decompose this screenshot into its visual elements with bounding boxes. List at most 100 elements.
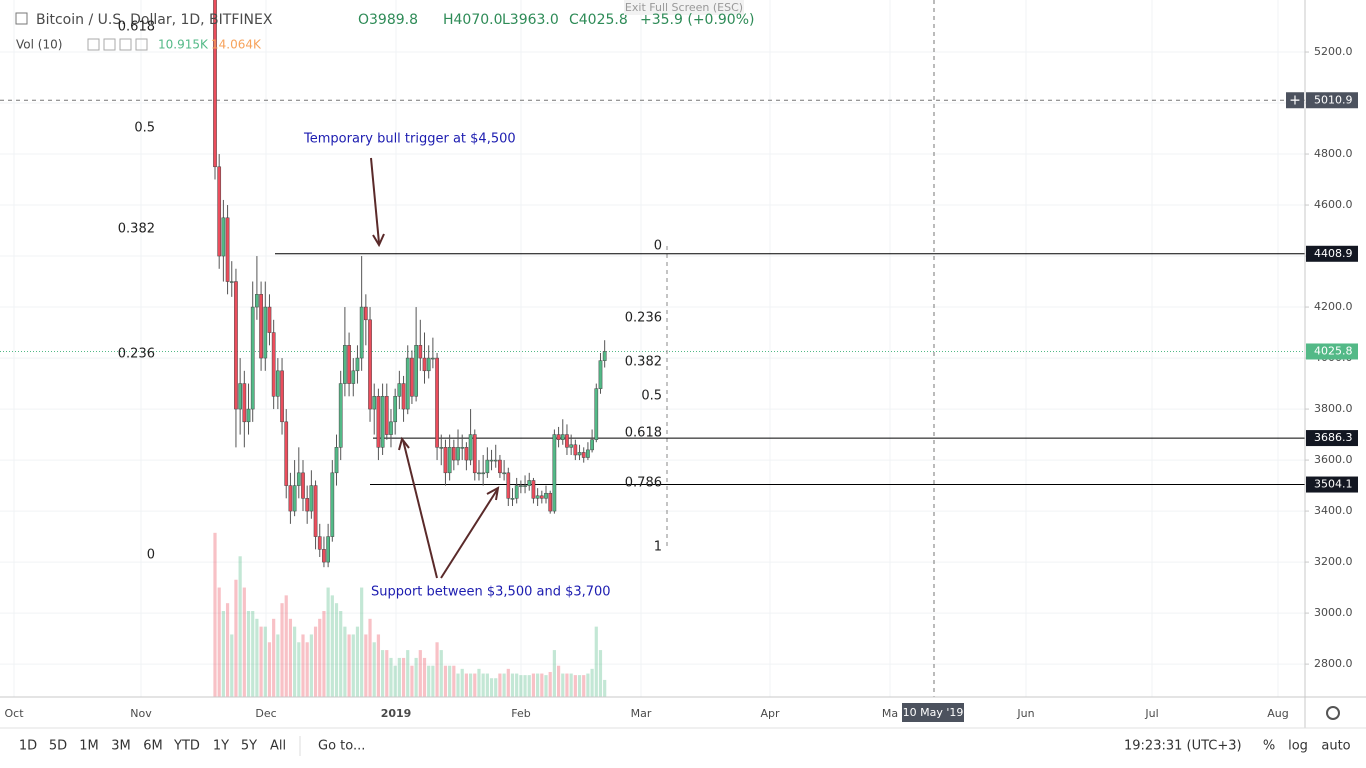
candle-body [234,281,238,410]
range-button[interactable]: 3M [111,739,131,754]
volume-bar [389,657,393,697]
volume-bar [246,611,251,697]
volume-bar [343,626,347,697]
candle-body [213,0,217,168]
candle-body [338,383,343,448]
crosshair-plus-icon: + [1289,92,1301,108]
candle-body [229,281,234,283]
icon[interactable] [87,38,100,51]
candle-body [531,480,536,499]
range-button[interactable]: 6M [143,739,163,754]
ohlc-readout: H4070.0 [443,12,503,28]
candle-body [435,357,439,448]
icon[interactable] [135,38,148,51]
range-button[interactable]: 1D [19,739,37,754]
volume-bar [410,665,414,697]
plot [0,0,1305,697]
volume-bar [401,657,406,697]
candle-body [451,447,456,461]
arrow-head [372,233,385,248]
collapse-icon[interactable] [15,12,28,25]
arrow [402,439,438,579]
x-tick-label: Jun [1016,707,1034,720]
candle-body [544,492,548,499]
arrow [440,489,498,579]
candle-body [405,357,410,410]
y-tick-label: 4800.0 [1314,147,1353,160]
x-tick-label: Feb [511,707,530,720]
candle-body [221,217,226,257]
crosshair-plus[interactable] [1286,92,1304,109]
volume-bar [242,587,246,697]
x-tick-label: 2019 [381,707,412,720]
volume-bar [225,603,230,697]
volume-bar [573,675,577,697]
scale-button[interactable]: log [1288,739,1308,754]
volume-bar [284,595,288,697]
x-tick-label: Oct [4,707,24,720]
ohlc-readout: O3989.8 [358,12,418,28]
volume-bar [552,650,556,697]
volume-bar [217,587,221,697]
candle-body [489,459,494,462]
icon[interactable] [119,38,132,51]
volume-bar [376,634,381,697]
candle-body [292,485,297,512]
fib-label: 0.618 [625,426,662,441]
volume-bar [288,618,293,697]
candle-body [317,536,322,550]
icon[interactable] [103,38,116,51]
fib-label: 0.382 [625,355,662,370]
volume-bar [381,650,385,697]
x-tick-label: Nov [130,707,152,720]
volume-bar [519,675,523,697]
candle-body [594,388,599,440]
y-tick-label: 3400.0 [1314,504,1353,517]
volume-bar [544,675,548,697]
y-tick-label: 3200.0 [1314,555,1353,568]
volume-bar [293,626,297,697]
volume-bar [318,618,322,697]
candle-body [401,383,406,410]
annotation: Support between $3,500 and $3,700 [371,585,611,600]
candle-body [309,485,314,512]
scale-button[interactable]: % [1263,739,1275,754]
candle-body [581,452,586,458]
scale-button[interactable]: auto [1321,739,1350,754]
volume-bar [468,673,473,697]
range-button[interactable]: 1M [79,739,99,754]
volume-bar [569,673,573,697]
volume-bar [506,668,510,697]
candle-body [347,345,351,384]
settings-icon[interactable] [1326,706,1340,720]
candle-body [514,485,519,499]
range-button[interactable]: All [270,739,286,754]
candle-body [456,447,460,461]
volume-bar [448,665,452,697]
volume-bar [603,679,607,697]
candle-body [422,357,427,372]
volume-bar [276,634,280,697]
volume-bar [498,673,502,697]
goto-button[interactable]: Go to... [318,739,365,754]
volume-bar [556,665,561,697]
volume-bar [456,673,460,697]
range-button[interactable]: 5D [49,739,67,754]
range-button[interactable]: YTD [173,739,200,754]
candle-body [376,396,381,448]
range-button[interactable]: 1Y [213,739,229,754]
level-tag-label: 3504.1 [1314,478,1353,491]
range-button[interactable]: 5Y [241,739,257,754]
volume-icons [87,38,148,51]
exit-fullscreen[interactable] [624,0,744,15]
volume-bar [515,673,519,697]
candle-body [498,459,502,474]
last-price-tag [1306,343,1358,360]
crosshair-date-box [902,703,964,722]
volume-bar [502,673,506,697]
candle-body [426,357,431,372]
volume-bar [418,650,422,697]
candle-body [263,306,268,359]
candle-body [569,444,573,448]
